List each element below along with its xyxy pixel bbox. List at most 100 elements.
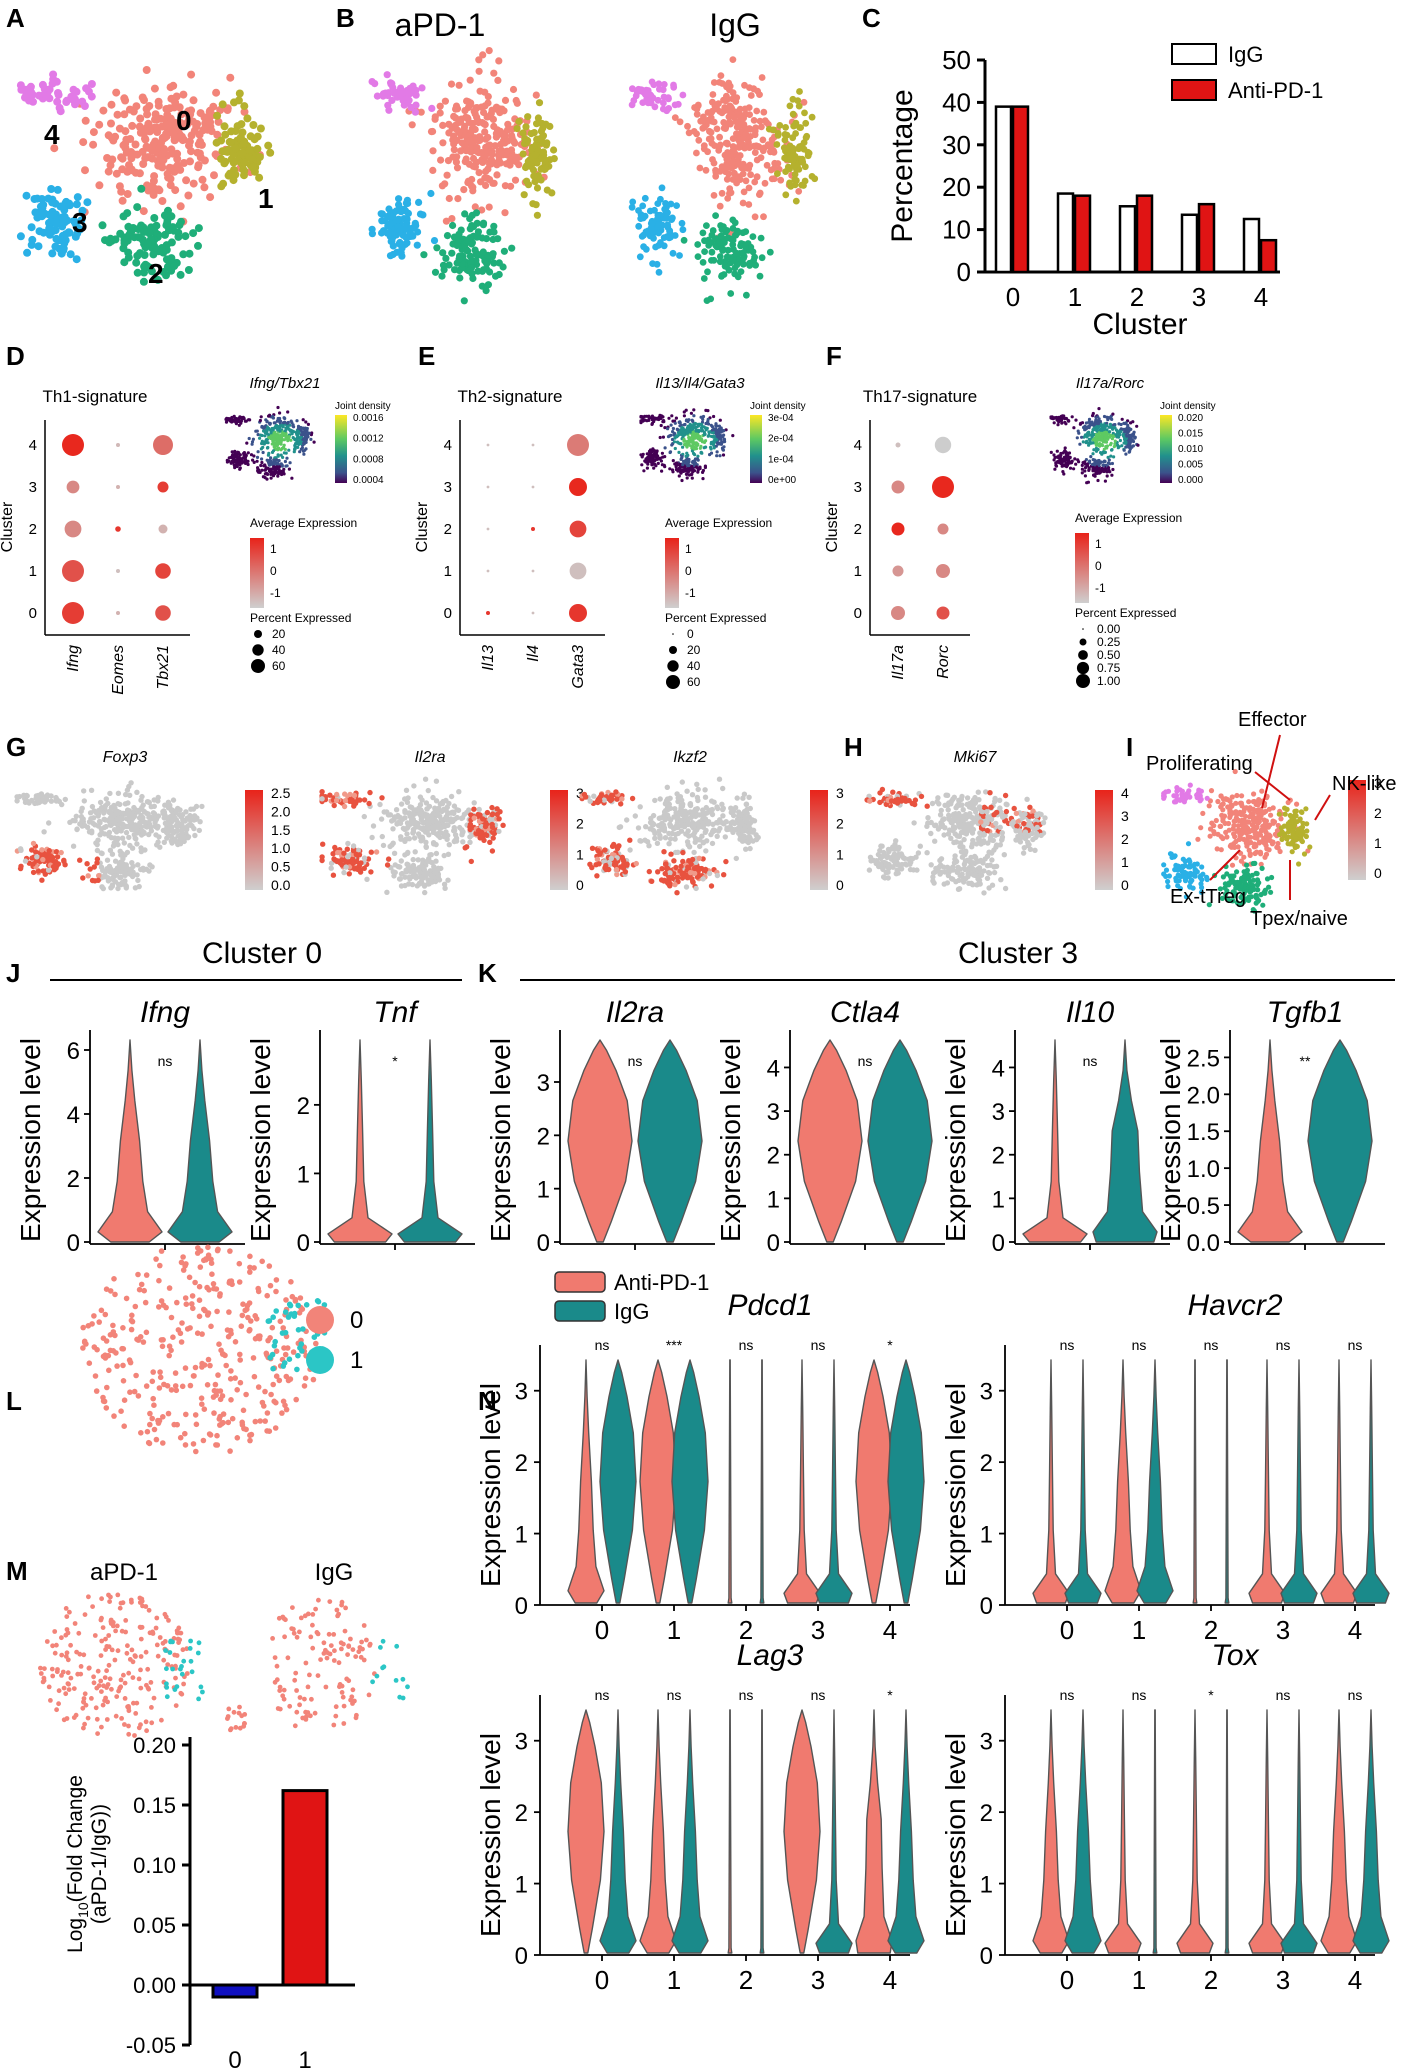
avg-colorbar-tick: 1	[685, 542, 692, 556]
umap-point	[275, 458, 279, 462]
umap-point	[377, 210, 385, 218]
umap-point	[290, 476, 294, 480]
umap-point	[158, 154, 167, 163]
umap-point	[471, 246, 479, 254]
c-bar-igg	[1118, 205, 1137, 274]
umap-point	[438, 800, 444, 807]
umap-point	[395, 201, 403, 209]
umap-point	[425, 858, 431, 864]
umap-point	[685, 451, 689, 455]
umap-point	[770, 126, 777, 134]
avg-colorbar-tick: -1	[685, 586, 696, 600]
umap-point	[402, 815, 408, 821]
umap-point	[485, 113, 493, 121]
umap-point	[650, 234, 657, 242]
dot-mark	[891, 522, 905, 536]
umap-point	[724, 149, 731, 156]
umap-point	[712, 414, 716, 419]
umap-point	[80, 875, 86, 881]
umap-point	[433, 778, 440, 784]
umap-point	[1092, 473, 1096, 477]
umap-point	[231, 144, 240, 153]
umap-point	[1120, 417, 1124, 421]
umap-point	[511, 139, 519, 147]
dot-ytick: 0	[29, 605, 37, 622]
umap-point	[425, 787, 431, 794]
umap-point	[674, 434, 679, 438]
umap-point	[266, 445, 270, 450]
umap-point	[278, 411, 282, 415]
umap-point	[478, 829, 485, 835]
umap-point	[164, 835, 170, 841]
umap-point	[229, 150, 238, 159]
avg-colorbar-tick: -1	[1095, 581, 1106, 595]
umap-point	[423, 843, 429, 850]
umap-point	[260, 457, 264, 461]
umap-point	[275, 444, 279, 448]
umap-point	[515, 161, 523, 169]
umap-point	[671, 470, 675, 474]
avg-colorbar-tick: 1	[270, 542, 277, 556]
umap-point	[761, 179, 769, 187]
umap-point	[458, 815, 465, 822]
umap-point	[384, 889, 390, 895]
dot-mark	[486, 611, 490, 615]
umap-point	[101, 810, 107, 816]
umap-point	[196, 109, 205, 118]
dot-mark	[116, 443, 120, 447]
pct-legend-dot	[666, 675, 680, 689]
umap-point	[238, 453, 242, 457]
umap-point	[467, 821, 474, 828]
umap-point	[1097, 407, 1101, 411]
umap-point	[774, 160, 782, 167]
umap-point	[411, 835, 418, 841]
umap-point	[230, 416, 234, 420]
umap-point	[128, 780, 134, 786]
umap-point	[485, 203, 493, 211]
umap-point	[38, 212, 46, 221]
umap-point	[451, 266, 459, 274]
dot-gene-label: Il17a	[890, 645, 907, 680]
panel-label-f: F	[826, 341, 842, 371]
umap-point	[719, 437, 723, 441]
umap-point	[722, 125, 729, 132]
umap-point	[776, 122, 784, 129]
umap-point	[1052, 453, 1056, 457]
umap-point	[718, 454, 722, 458]
umap-point	[111, 873, 118, 879]
umap-point	[264, 141, 273, 150]
umap-point	[721, 262, 729, 270]
umap-point	[1102, 414, 1107, 419]
umap-point	[48, 198, 57, 207]
umap-point	[104, 131, 113, 140]
umap-point	[674, 416, 679, 420]
umap-point	[137, 184, 146, 193]
umap-point	[207, 127, 216, 136]
umap-point	[196, 827, 202, 834]
umap-point	[1052, 421, 1056, 425]
umap-point	[482, 287, 490, 295]
dot-mark	[116, 569, 120, 573]
umap-point	[122, 148, 131, 157]
umap-point	[683, 442, 687, 447]
umap-point	[673, 421, 677, 425]
umap-point	[89, 128, 98, 137]
umap-point	[273, 431, 277, 435]
umap-point	[251, 458, 255, 462]
umap-point	[702, 794, 709, 800]
umap-point	[115, 182, 124, 191]
umap-point	[678, 420, 682, 424]
umap-point	[88, 787, 95, 793]
umap-point	[27, 223, 36, 232]
umap-point	[386, 219, 394, 228]
umap-point	[739, 199, 747, 207]
feature-colorbar-tick: 2.0	[271, 803, 291, 819]
dot-mark	[531, 569, 535, 573]
umap-point	[1103, 479, 1107, 483]
umap-point	[640, 231, 647, 239]
umap-point	[1088, 433, 1092, 437]
umap-point	[629, 198, 637, 206]
avg-legend-title: Average Expression	[250, 516, 357, 530]
umap-point	[249, 453, 254, 457]
umap-point	[398, 801, 405, 807]
